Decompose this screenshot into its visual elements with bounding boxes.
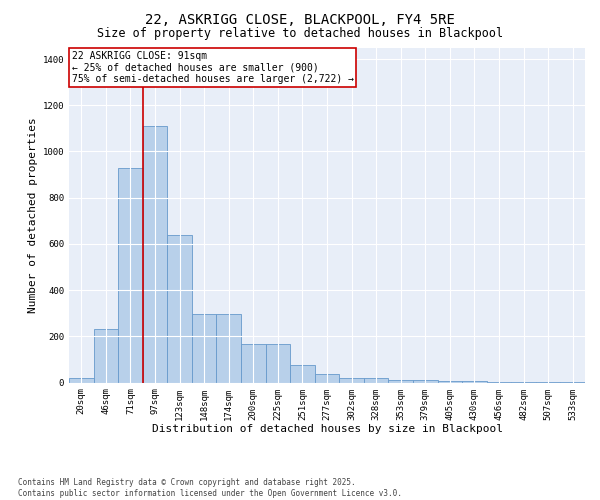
Bar (69, 378, 94, 382)
X-axis label: Distribution of detached houses by size in Blackpool: Distribution of detached houses by size … (151, 424, 503, 434)
Bar (413, 380, 437, 382)
Bar (143, 126, 167, 382)
Bar (266, 344, 290, 383)
Bar (339, 378, 364, 382)
Bar (192, 314, 217, 382)
Bar (118, 168, 143, 382)
Text: Contains HM Land Registry data © Crown copyright and database right 2025.
Contai: Contains HM Land Registry data © Crown c… (18, 478, 402, 498)
Text: 22 ASKRIGG CLOSE: 91sqm
← 25% of detached houses are smaller (900)
75% of semi-d: 22 ASKRIGG CLOSE: 91sqm ← 25% of detache… (71, 51, 353, 84)
Bar (167, 234, 192, 382)
Bar (94, 330, 118, 382)
Bar (364, 378, 388, 382)
Text: Size of property relative to detached houses in Blackpool: Size of property relative to detached ho… (97, 28, 503, 40)
Bar (315, 374, 339, 382)
Bar (241, 344, 266, 383)
Bar (290, 365, 315, 382)
Bar (217, 314, 241, 382)
Bar (388, 380, 413, 382)
Y-axis label: Number of detached properties: Number of detached properties (28, 117, 38, 313)
Text: 22, ASKRIGG CLOSE, BLACKPOOL, FY4 5RE: 22, ASKRIGG CLOSE, BLACKPOOL, FY4 5RE (145, 12, 455, 26)
